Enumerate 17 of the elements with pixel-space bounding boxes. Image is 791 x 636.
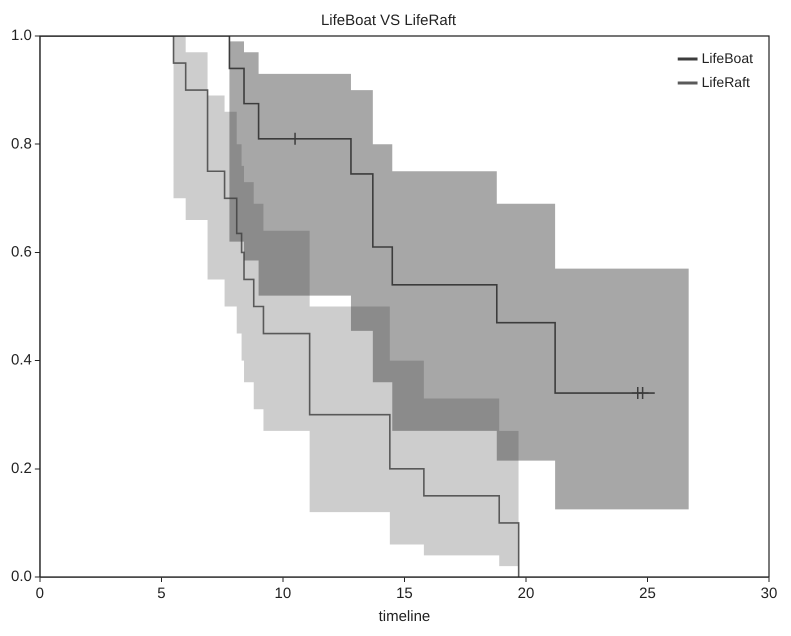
x-tick-label: 25: [639, 585, 656, 602]
legend-label: LifeRaft: [702, 74, 750, 90]
y-tick-label: 1.0: [10, 27, 32, 44]
x-axis-title: timeline: [378, 608, 430, 626]
x-tick-label: 30: [760, 585, 778, 602]
y-tick-label: 0.6: [10, 244, 32, 261]
y-tick-label: 0.2: [10, 460, 32, 477]
y-tick-label: 0.4: [10, 352, 32, 369]
x-tick-label: 5: [157, 585, 166, 602]
chart-title: LifeBoat VS LifeRaft: [320, 12, 457, 30]
y-tick-label: 0.8: [10, 135, 32, 152]
legend-label: LifeBoat: [702, 50, 754, 66]
x-tick-label: 15: [396, 585, 413, 602]
x-tick-label: 20: [518, 585, 534, 602]
y-tick-label: 0.0: [10, 568, 32, 586]
x-tick-label: 0: [36, 585, 44, 602]
x-tick-label: 10: [274, 585, 292, 602]
